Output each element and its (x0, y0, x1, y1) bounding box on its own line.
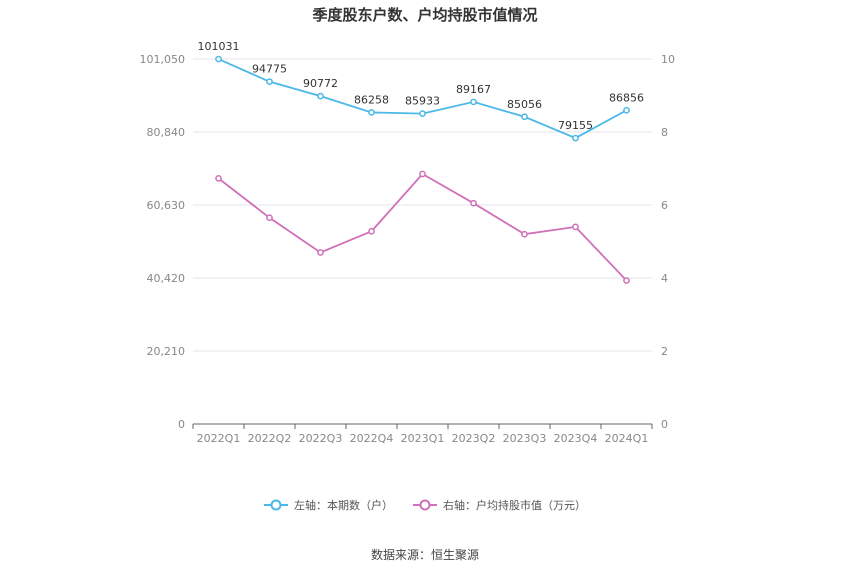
data-point (368, 109, 375, 116)
legend-label: 左轴：本期数（户） (294, 499, 393, 512)
right-tick-label: 8 (661, 126, 668, 139)
x-axis: 2022Q1 2022Q2 2022Q3 2022Q4 2023Q1 2023Q2 2023… (192, 423, 653, 445)
data-label: 94775 (252, 63, 287, 76)
legend-item[interactable]: 左轴：本期数（户） (264, 497, 393, 513)
right-tick-label: 4 (661, 272, 668, 285)
data-point (572, 134, 579, 142)
data-label: 101031 (198, 40, 240, 53)
chart-title: 季度股东户数、户均持股市值情况 (312, 6, 538, 24)
data-point (317, 92, 324, 100)
data-label: 90772 (303, 77, 338, 90)
x-tick-label: 2022Q4 (350, 432, 394, 445)
left-tick-label: 101,050 (140, 53, 186, 66)
x-tick-label: 2022Q2 (248, 432, 292, 445)
x-tick-label: 2022Q3 (299, 432, 343, 445)
right-axis-ticks: 0 2 4 6 8 10 (661, 53, 675, 431)
series-layer (215, 55, 630, 284)
data-point (266, 78, 273, 86)
legend-label: 右轴：户均持股市值（万元） (443, 499, 586, 512)
x-tick-label: 2022Q1 (197, 432, 241, 445)
data-labels: 101031 94775 90772 86258 85933 89167 85056 7915… (198, 40, 645, 132)
data-point (470, 98, 477, 106)
left-tick-label: 40,420 (147, 272, 186, 285)
data-point (521, 230, 528, 238)
legend-swatch (264, 499, 288, 511)
x-tick-label: 2023Q2 (452, 432, 496, 445)
x-tick-label: 2023Q1 (401, 432, 445, 445)
data-point (521, 113, 528, 121)
series-line (217, 172, 628, 282)
data-label: 86258 (354, 93, 389, 106)
right-tick-label: 6 (661, 199, 668, 212)
data-label: 85056 (507, 98, 542, 111)
legend-item[interactable]: 右轴：户均持股市值（万元） (413, 497, 586, 513)
data-point (368, 227, 375, 235)
x-tick-label: 2023Q4 (554, 432, 598, 445)
data-point (623, 277, 630, 284)
x-tick-label: 2024Q1 (605, 432, 649, 445)
right-tick-label: 0 (661, 418, 668, 431)
left-tick-label: 0 (178, 418, 185, 431)
data-point (215, 55, 222, 63)
right-tick-label: 10 (661, 53, 675, 66)
data-point (419, 110, 426, 117)
left-tick-label: 60,630 (147, 199, 186, 212)
left-tick-label: 20,210 (147, 345, 186, 358)
legend: 左轴：本期数（户） 右轴：户均持股市值（万元） (0, 497, 850, 513)
source-note: 数据来源：恒生聚源 (370, 548, 479, 562)
data-point (623, 106, 630, 114)
data-point (419, 170, 426, 178)
data-label: 89167 (456, 83, 491, 96)
left-tick-label: 80,840 (147, 126, 186, 139)
x-tick-label: 2023Q3 (503, 432, 547, 445)
data-label: 86856 (609, 91, 644, 104)
legend-swatch (413, 499, 437, 511)
data-point (317, 249, 324, 256)
data-point (266, 214, 273, 222)
data-point (572, 223, 579, 231)
grid-lines (193, 58, 652, 352)
data-point (470, 199, 477, 207)
data-point (215, 175, 222, 182)
data-label: 85933 (405, 95, 440, 108)
data-label: 79155 (558, 119, 593, 132)
left-axis-ticks: 0 20,210 40,420 60,630 80,840 101,050 (140, 53, 186, 431)
right-tick-label: 2 (661, 345, 668, 358)
